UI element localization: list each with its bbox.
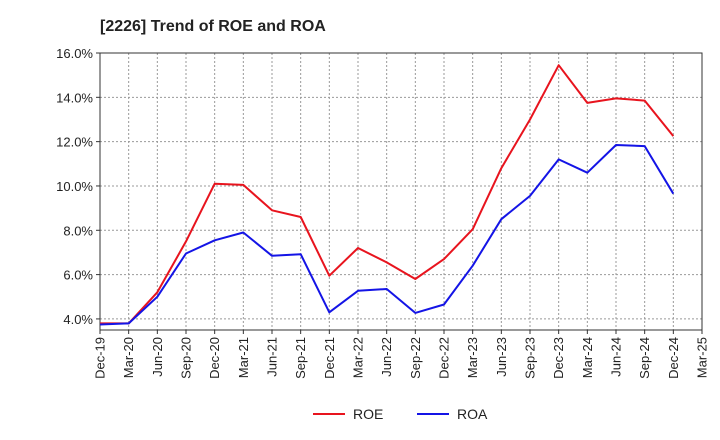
x-tick-label: Dec-22 [437, 337, 452, 379]
x-tick-label: Dec-20 [207, 337, 222, 379]
x-tick-label: Sep-20 [179, 337, 194, 379]
legend: ROE ROA [313, 406, 488, 422]
series-line-roe [100, 64, 675, 325]
x-tick-label: Jun-23 [494, 337, 509, 377]
x-tick-label: Mar-23 [465, 337, 480, 378]
plot-frame [99, 52, 703, 331]
x-tick-label: Sep-23 [523, 337, 538, 379]
x-tick-label: Sep-24 [637, 337, 652, 379]
x-tick-label: Dec-21 [322, 337, 337, 379]
x-tick-label: Jun-22 [379, 337, 394, 377]
y-tick-label: 16.0% [56, 46, 93, 61]
x-tick-label: Dec-19 [93, 337, 108, 379]
x-tick-label: Jun-24 [609, 337, 624, 377]
series-lines [99, 64, 675, 326]
grid-lines [99, 52, 703, 330]
series-line-roa [99, 144, 675, 326]
x-tick-label: Jun-20 [150, 337, 165, 377]
y-tick-label: 12.0% [56, 135, 93, 150]
y-axis: 4.0% 6.0% 8.0% 10.0% 12.0% 14.0% 16.0% [56, 46, 100, 327]
x-tick-label: Sep-22 [408, 337, 423, 379]
x-tick-label: Sep-21 [293, 337, 308, 379]
x-tick-label: Mar-21 [236, 337, 251, 378]
legend-label-roe: ROE [353, 406, 383, 422]
x-axis: Dec-19 Mar-20 Jun-20 Sep-20 Dec-20 Mar-21 Jun-… [93, 330, 710, 379]
y-tick-label: 8.0% [63, 223, 93, 238]
y-tick-label: 4.0% [63, 312, 93, 327]
x-tick-label: Jun-21 [265, 337, 280, 377]
y-tick-label: 10.0% [56, 179, 93, 194]
x-tick-label: Mar-25 [695, 337, 710, 378]
chart-title: [2226] Trend of ROE and ROA [100, 18, 326, 35]
legend-label-roa: ROA [457, 406, 488, 422]
x-tick-label: Mar-24 [580, 337, 595, 378]
x-tick-label: Dec-23 [551, 337, 566, 379]
x-tick-label: Dec-24 [666, 337, 681, 379]
x-tick-label: Mar-20 [121, 337, 136, 378]
y-tick-label: 6.0% [63, 268, 93, 283]
x-tick-label: Mar-22 [351, 337, 366, 378]
y-tick-label: 14.0% [56, 90, 93, 105]
